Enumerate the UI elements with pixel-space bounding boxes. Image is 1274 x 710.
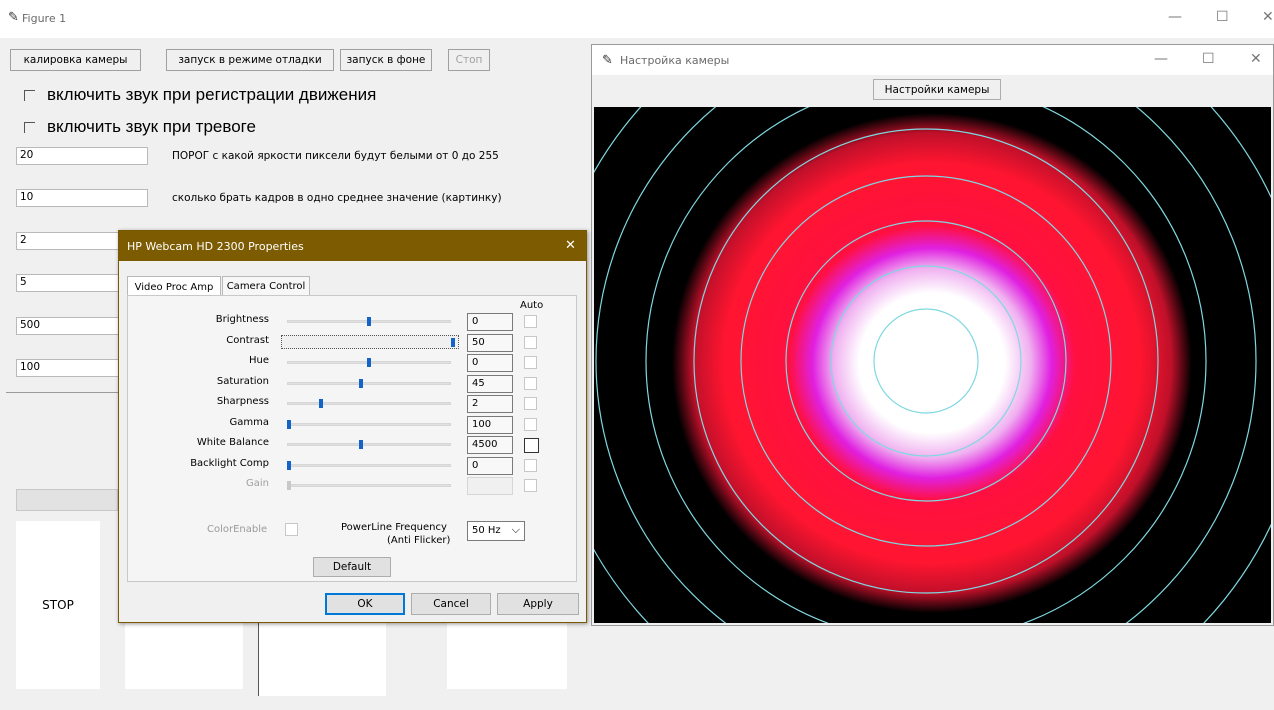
property-slider[interactable] (281, 334, 459, 349)
property-value-field[interactable]: 0 (467, 456, 513, 475)
auto-header: Auto (520, 300, 544, 311)
slider-thumb[interactable] (367, 317, 371, 326)
property-slider[interactable] (287, 381, 451, 385)
auto-checkbox[interactable] (524, 458, 537, 472)
property-slider (287, 484, 451, 487)
property-label: Hue (248, 355, 269, 366)
apply-button[interactable]: Apply (497, 593, 579, 615)
property-slider[interactable] (287, 402, 451, 405)
property-label: Sharpness (216, 396, 269, 407)
property-label: Backlight Comp (190, 457, 269, 469)
color-enable-label: ColorEnable (207, 524, 268, 535)
property-value-field (467, 477, 513, 495)
auto-checkbox[interactable] (524, 438, 539, 453)
frames-label: сколько брать кадров в одно среднее знач… (172, 192, 502, 204)
tab-camera-control[interactable]: Camera Control (222, 276, 310, 296)
dialog-titlebar: HP Webcam HD 2300 Properties ✕ (119, 231, 586, 261)
stop-top-button[interactable]: Стоп (448, 49, 490, 71)
property-slider[interactable] (287, 422, 451, 426)
camera-settings-button[interactable]: Настройки камеры (873, 79, 1001, 100)
property-value-field[interactable]: 0 (467, 354, 513, 372)
maximize-button[interactable]: ☐ (1216, 9, 1229, 25)
alarm-sound-checkbox[interactable]: включить звук при тревоге (24, 117, 256, 137)
indicator-panel-2 (258, 620, 386, 696)
calibration-button[interactable]: калировка камеры (10, 49, 141, 71)
property-slider[interactable] (287, 443, 451, 446)
progress-bar (16, 489, 118, 511)
dialog-title: HP Webcam HD 2300 Properties (127, 240, 304, 253)
camera-titlebar: ✎ Настройка камеры — ☐ ✕ (592, 45, 1273, 75)
divider (6, 392, 118, 393)
slider-thumb[interactable] (287, 419, 291, 429)
maximize-button[interactable]: ☐ (1202, 51, 1215, 67)
property-label: Gain (246, 478, 269, 489)
slider-thumb[interactable] (359, 440, 363, 449)
motion-sound-checkbox[interactable]: включить звук при регистрации движения (24, 85, 376, 105)
camera-window: ✎ Настройка камеры — ☐ ✕ Настройки камер… (591, 44, 1274, 626)
property-label: Gamma (229, 416, 270, 428)
powerline-label: PowerLine Frequency (341, 522, 447, 533)
property-value-field[interactable]: 0 (467, 313, 513, 331)
slider-thumb[interactable] (367, 358, 371, 367)
chevron-down-icon: ⌵ (511, 523, 520, 536)
property-label: Contrast (226, 334, 269, 346)
auto-checkbox[interactable] (524, 417, 537, 431)
checkbox-box[interactable] (24, 121, 35, 133)
color-enable-checkbox[interactable] (285, 523, 298, 536)
auto-checkbox[interactable] (524, 397, 537, 410)
camera-view (594, 107, 1271, 623)
frames-input[interactable]: 10 (16, 189, 148, 207)
minimize-button[interactable]: — (1154, 51, 1168, 67)
auto-checkbox[interactable] (524, 315, 537, 328)
auto-checkbox[interactable] (524, 335, 537, 349)
powerline-select[interactable]: 50 Hz ⌵ (467, 521, 525, 541)
debug-run-button[interactable]: запуск в режиме отладки (166, 49, 334, 71)
stop-label: STOP (42, 598, 74, 612)
tab-video-proc-amp[interactable]: Video Proc Amp (127, 276, 221, 297)
property-slider[interactable] (287, 463, 451, 467)
feather-icon: ✎ (602, 53, 613, 68)
motion-sound-label: включить звук при регистрации движения (47, 85, 377, 104)
ok-button[interactable]: OK (325, 593, 405, 615)
property-value-field[interactable]: 50 (467, 333, 513, 352)
threshold-label: ПОРОГ с какой яркости пиксели будут белы… (172, 150, 499, 162)
property-value-field[interactable]: 4500 (467, 436, 513, 454)
alarm-sound-label: включить звук при тревоге (47, 117, 256, 136)
close-button[interactable]: ✕ (1250, 51, 1262, 67)
indicator-panel-1 (125, 620, 243, 689)
threshold-input[interactable]: 20 (16, 147, 148, 165)
minimize-button[interactable]: — (1168, 9, 1182, 25)
close-icon[interactable]: ✕ (565, 238, 576, 253)
slider-thumb[interactable] (359, 378, 363, 388)
slider-thumb (287, 481, 291, 490)
checkbox-box[interactable] (24, 89, 35, 101)
powerline-value: 50 Hz (472, 525, 501, 536)
background-run-button[interactable]: запуск в фоне (340, 49, 432, 71)
feather-icon: ✎ (8, 10, 19, 25)
auto-checkbox[interactable] (524, 356, 537, 369)
powerline-sublabel: (Anti Flicker) (387, 535, 451, 546)
auto-checkbox[interactable] (524, 376, 537, 390)
camera-window-title: Настройка камеры (620, 54, 730, 67)
property-label: Brightness (215, 314, 269, 325)
cancel-button[interactable]: Cancel (411, 593, 491, 615)
property-label: White Balance (196, 437, 269, 448)
property-value-field[interactable]: 2 (467, 395, 513, 413)
camera-image (594, 107, 1271, 623)
param-input-5[interactable]: 500 (16, 317, 148, 335)
main-titlebar: ✎ Figure 1 — ☐ ✕ (0, 0, 1274, 38)
slider-thumb[interactable] (287, 460, 291, 470)
slider-thumb[interactable] (451, 337, 455, 347)
close-button[interactable]: ✕ (1262, 9, 1274, 25)
indicator-panel-3 (447, 620, 567, 689)
property-label: Saturation (216, 375, 269, 387)
property-value-field[interactable]: 100 (467, 415, 513, 434)
slider-thumb[interactable] (319, 399, 323, 408)
main-window-title: Figure 1 (22, 12, 67, 25)
properties-dialog: HP Webcam HD 2300 Properties ✕ Video Pro… (118, 230, 587, 623)
property-value-field[interactable]: 45 (467, 374, 513, 393)
auto-checkbox[interactable] (524, 479, 537, 492)
default-button[interactable]: Default (313, 557, 391, 577)
stop-panel[interactable]: STOP (16, 521, 100, 689)
